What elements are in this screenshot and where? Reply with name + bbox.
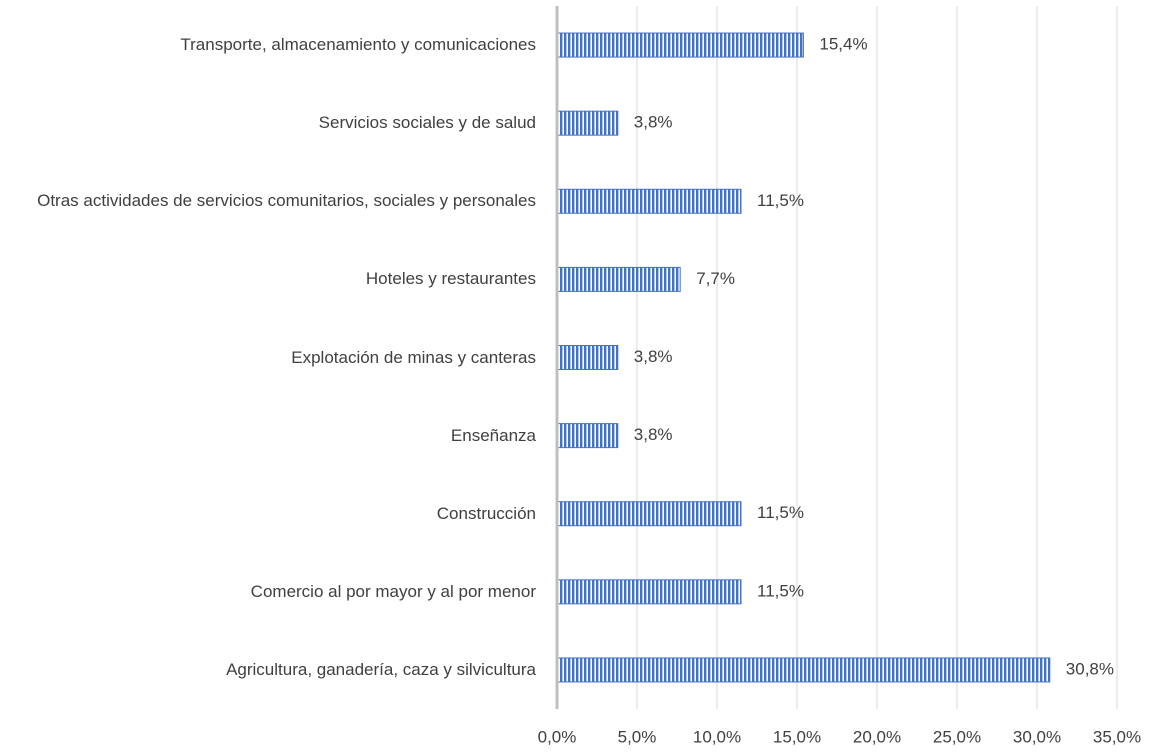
x-tick-label: 35,0% <box>1093 727 1141 746</box>
x-tick-label: 20,0% <box>853 727 901 746</box>
y-tick-label: Otras actividades de servicios comunitar… <box>37 191 536 211</box>
y-tick-label: Comercio al por mayor y al por menor <box>250 581 536 601</box>
bar <box>556 579 742 605</box>
data-label: 3,8% <box>634 113 673 132</box>
x-tick-label: 15,0% <box>773 727 821 746</box>
y-tick-label: Construcción <box>436 503 536 523</box>
data-label: 11,5% <box>757 503 804 522</box>
x-tick-label: 10,0% <box>693 727 741 746</box>
data-label: 30,8% <box>1066 659 1114 678</box>
x-tick-label: 25,0% <box>933 727 981 746</box>
data-label: 3,8% <box>634 425 673 444</box>
data-label: 7,7% <box>696 269 735 288</box>
bar <box>556 345 619 370</box>
bar <box>556 266 681 292</box>
y-tick-label: Servicios sociales y de salud <box>318 113 536 133</box>
bar <box>556 501 742 527</box>
data-label: 15,4% <box>819 35 867 54</box>
x-tick-label: 5,0% <box>618 727 657 746</box>
y-tick-label: Hoteles y restaurantes <box>365 269 536 289</box>
y-tick-label: Enseñanza <box>450 425 536 445</box>
x-tick-label: 30,0% <box>1013 727 1061 746</box>
y-tick-label: Transporte, almacenamiento y comunicacio… <box>180 35 536 55</box>
y-tick-label: Explotación de minas y canteras <box>291 347 536 367</box>
bar <box>556 423 619 449</box>
data-label: 11,5% <box>757 191 804 210</box>
data-label: 3,8% <box>634 347 673 366</box>
bar <box>556 110 619 136</box>
x-tick-label: 0,0% <box>538 727 577 746</box>
data-label: 11,5% <box>757 581 804 600</box>
bar <box>556 188 742 214</box>
y-tick-label: Agricultura, ganadería, caza y silvicult… <box>226 659 536 679</box>
bar <box>556 32 804 58</box>
bar <box>556 657 1051 683</box>
